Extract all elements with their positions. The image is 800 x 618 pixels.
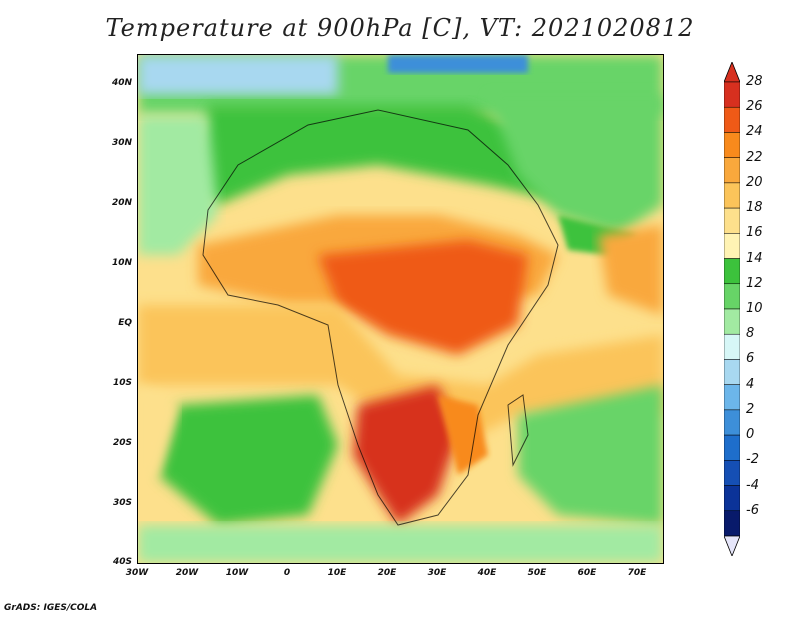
colorbar-label: 14: [746, 250, 763, 266]
lon-label-50e: 50E: [527, 568, 547, 578]
colorbar-label: 6: [746, 351, 755, 367]
colorbar-segment: [724, 207, 740, 234]
lon-label-10w: 10W: [225, 568, 249, 578]
colorbar-label: 0: [746, 427, 755, 443]
colorbar-segment: [724, 510, 740, 537]
colorbar-segment: [724, 132, 740, 158]
colorbar-label: 26: [746, 99, 763, 115]
colorbar-label: 10: [746, 301, 763, 316]
lat-label-20s: 20S: [112, 438, 132, 448]
colorbar-label: -6: [746, 502, 759, 518]
colorbar-segment: [724, 460, 740, 486]
colorbar-segment: [724, 359, 740, 385]
colorbar-label: -4: [746, 477, 759, 493]
colorbar-segment: [724, 106, 740, 133]
lon-label-20w: 20W: [175, 568, 199, 578]
lon-label-60e: 60E: [577, 568, 597, 578]
colorbar-segment: [724, 157, 740, 184]
colorbar-bottom-arrow: [724, 535, 740, 556]
lon-label-30w: 30W: [125, 568, 149, 578]
colorbar-segment: [724, 409, 740, 436]
colorbar-segment: [724, 258, 740, 285]
colorbar-label: 28: [746, 74, 763, 89]
colorbar-label: 8: [746, 326, 755, 342]
colorbar-top-arrow: [724, 62, 740, 83]
colorbar: [724, 62, 740, 556]
lon-label-70e: 70E: [627, 568, 647, 578]
chart-title: Temperature at 900hPa [C], VT: 202102081…: [105, 14, 695, 42]
lon-label-30e: 30E: [427, 568, 447, 578]
colorbar-label: 16: [746, 225, 763, 241]
colorbar-segment: [724, 283, 740, 310]
colorbar-segment: [724, 333, 740, 360]
lat-label-30n: 30N: [111, 138, 132, 148]
credit-text: GrADS: IGES/COLA: [4, 603, 98, 613]
lon-label-10e: 10E: [327, 568, 347, 578]
lat-label-10n: 10N: [111, 258, 132, 268]
lat-label-30s: 30S: [112, 498, 132, 508]
temperature-map: [137, 54, 664, 564]
colorbar-segment: [724, 384, 740, 411]
colorbar-segment: [724, 434, 740, 461]
colorbar-label: -2: [746, 452, 759, 468]
lon-label-40e: 40E: [477, 568, 497, 578]
lat-label-eq: EQ: [118, 318, 132, 328]
colorbar-label: 20: [746, 174, 763, 190]
colorbar-label: 4: [746, 376, 755, 392]
colorbar-label: 22: [746, 149, 763, 165]
lat-label-40n: 40N: [111, 78, 132, 88]
colorbar-label: 24: [746, 124, 763, 140]
colorbar-segment: [724, 233, 740, 259]
lat-label-20n: 20N: [111, 198, 132, 208]
colorbar-segment: [724, 308, 740, 335]
lon-label-0: 0: [283, 568, 291, 578]
colorbar-label: 2: [746, 401, 755, 417]
lat-label-10s: 10S: [112, 378, 132, 388]
colorbar-label: 12: [746, 275, 763, 291]
lon-label-20e: 20E: [377, 568, 397, 578]
colorbar-label: 18: [746, 200, 763, 216]
colorbar-segment: [724, 485, 740, 512]
lat-label-40s: 40S: [112, 557, 132, 567]
colorbar-segment: [724, 182, 740, 209]
colorbar-segment: [724, 81, 740, 108]
